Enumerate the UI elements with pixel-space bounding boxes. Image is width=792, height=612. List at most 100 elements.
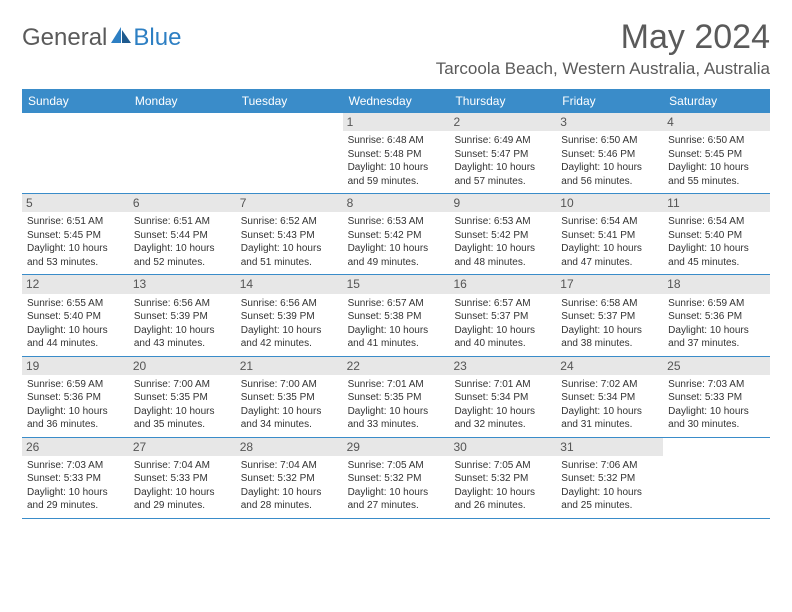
day-detail-line: Sunset: 5:34 PM [561,391,658,405]
page-header: General Blue May 2024 Tarcoola Beach, We… [22,18,770,79]
day-cell: 23Sunrise: 7:01 AMSunset: 5:34 PMDayligh… [449,357,556,437]
day-number: 27 [129,438,236,456]
day-detail-line: Sunset: 5:32 PM [561,472,658,486]
week-row: 12Sunrise: 6:55 AMSunset: 5:40 PMDayligh… [22,275,770,356]
dow-header-row: SundayMondayTuesdayWednesdayThursdayFrid… [22,89,770,113]
day-detail-line: Daylight: 10 hours [134,324,231,338]
day-number: 8 [343,194,450,212]
dow-header-cell: Sunday [22,89,129,113]
day-detail-line: Sunset: 5:39 PM [241,310,338,324]
day-detail-line: Sunrise: 6:50 AM [668,134,765,148]
day-detail-line: and 37 minutes. [668,337,765,351]
day-detail-line: Daylight: 10 hours [454,242,551,256]
day-detail-line: and 48 minutes. [454,256,551,270]
day-detail-line: and 26 minutes. [454,499,551,513]
day-number: 1 [343,113,450,131]
day-cell: 28Sunrise: 7:04 AMSunset: 5:32 PMDayligh… [236,438,343,518]
week-row: 19Sunrise: 6:59 AMSunset: 5:36 PMDayligh… [22,357,770,438]
day-number: 17 [556,275,663,293]
day-cell: 13Sunrise: 6:56 AMSunset: 5:39 PMDayligh… [129,275,236,355]
day-detail-line: Sunrise: 6:51 AM [134,215,231,229]
day-cell: 26Sunrise: 7:03 AMSunset: 5:33 PMDayligh… [22,438,129,518]
day-detail-line: and 42 minutes. [241,337,338,351]
day-detail-line: Daylight: 10 hours [348,161,445,175]
day-number: 4 [663,113,770,131]
day-detail-line: Sunset: 5:48 PM [348,148,445,162]
day-detail-line: Sunset: 5:33 PM [134,472,231,486]
day-detail-line: Sunset: 5:41 PM [561,229,658,243]
day-detail-line: Sunrise: 6:57 AM [454,297,551,311]
day-detail-line: and 59 minutes. [348,175,445,189]
day-cell: 22Sunrise: 7:01 AMSunset: 5:35 PMDayligh… [343,357,450,437]
day-detail-line: and 30 minutes. [668,418,765,432]
day-detail-line: and 56 minutes. [561,175,658,189]
day-cell: 18Sunrise: 6:59 AMSunset: 5:36 PMDayligh… [663,275,770,355]
day-detail-line: Daylight: 10 hours [668,242,765,256]
day-detail-line: Sunrise: 6:56 AM [134,297,231,311]
day-cell: 3Sunrise: 6:50 AMSunset: 5:46 PMDaylight… [556,113,663,193]
brand-logo: General Blue [22,18,181,52]
day-number: 9 [449,194,556,212]
day-detail-line: Sunset: 5:38 PM [348,310,445,324]
day-detail-line: and 40 minutes. [454,337,551,351]
dow-header-cell: Wednesday [343,89,450,113]
day-detail-line: Sunrise: 7:00 AM [241,378,338,392]
day-cell: 21Sunrise: 7:00 AMSunset: 5:35 PMDayligh… [236,357,343,437]
day-detail-line: Sunrise: 6:59 AM [27,378,124,392]
day-detail-line: Daylight: 10 hours [241,486,338,500]
day-detail-line: Daylight: 10 hours [348,486,445,500]
day-detail-line: Daylight: 10 hours [241,405,338,419]
day-detail-line: Daylight: 10 hours [668,405,765,419]
day-number: 5 [22,194,129,212]
day-detail-line: and 29 minutes. [27,499,124,513]
day-detail-line: Sunset: 5:36 PM [668,310,765,324]
day-detail-line: Daylight: 10 hours [561,405,658,419]
day-detail-line: Sunrise: 6:51 AM [27,215,124,229]
day-cell: 19Sunrise: 6:59 AMSunset: 5:36 PMDayligh… [22,357,129,437]
day-detail-line: Daylight: 10 hours [27,486,124,500]
calendar: SundayMondayTuesdayWednesdayThursdayFrid… [22,89,770,519]
day-detail-line: and 51 minutes. [241,256,338,270]
day-number: 2 [449,113,556,131]
empty-day-cell [663,438,770,518]
day-detail-line: and 47 minutes. [561,256,658,270]
day-cell: 2Sunrise: 6:49 AMSunset: 5:47 PMDaylight… [449,113,556,193]
week-row: 5Sunrise: 6:51 AMSunset: 5:45 PMDaylight… [22,194,770,275]
day-cell: 14Sunrise: 6:56 AMSunset: 5:39 PMDayligh… [236,275,343,355]
day-detail-line: and 43 minutes. [134,337,231,351]
day-detail-line: Daylight: 10 hours [561,324,658,338]
day-cell: 17Sunrise: 6:58 AMSunset: 5:37 PMDayligh… [556,275,663,355]
day-cell: 5Sunrise: 6:51 AMSunset: 5:45 PMDaylight… [22,194,129,274]
day-detail-line: Sunset: 5:35 PM [241,391,338,405]
day-detail-line: Sunrise: 6:54 AM [668,215,765,229]
day-number: 15 [343,275,450,293]
day-number: 11 [663,194,770,212]
day-detail-line: Sunset: 5:33 PM [668,391,765,405]
day-detail-line: Sunset: 5:32 PM [348,472,445,486]
day-detail-line: and 35 minutes. [134,418,231,432]
day-detail-line: Sunrise: 6:57 AM [348,297,445,311]
day-detail-line: and 32 minutes. [454,418,551,432]
day-detail-line: and 27 minutes. [348,499,445,513]
day-detail-line: Sunrise: 6:49 AM [454,134,551,148]
day-detail-line: Sunrise: 6:48 AM [348,134,445,148]
day-number: 19 [22,357,129,375]
day-detail-line: and 31 minutes. [561,418,658,432]
day-detail-line: Sunrise: 6:56 AM [241,297,338,311]
day-cell: 11Sunrise: 6:54 AMSunset: 5:40 PMDayligh… [663,194,770,274]
day-detail-line: Daylight: 10 hours [348,405,445,419]
day-detail-line: Sunset: 5:34 PM [454,391,551,405]
day-detail-line: and 57 minutes. [454,175,551,189]
day-number: 30 [449,438,556,456]
day-detail-line: Sunrise: 7:05 AM [348,459,445,473]
day-detail-line: Daylight: 10 hours [561,161,658,175]
day-detail-line: Sunrise: 6:53 AM [348,215,445,229]
day-detail-line: Daylight: 10 hours [454,161,551,175]
day-number: 20 [129,357,236,375]
day-detail-line: Sunrise: 7:00 AM [134,378,231,392]
day-detail-line: Daylight: 10 hours [348,242,445,256]
day-cell: 12Sunrise: 6:55 AMSunset: 5:40 PMDayligh… [22,275,129,355]
day-detail-line: Sunrise: 7:02 AM [561,378,658,392]
day-detail-line: Sunrise: 6:54 AM [561,215,658,229]
day-detail-line: Sunset: 5:45 PM [27,229,124,243]
